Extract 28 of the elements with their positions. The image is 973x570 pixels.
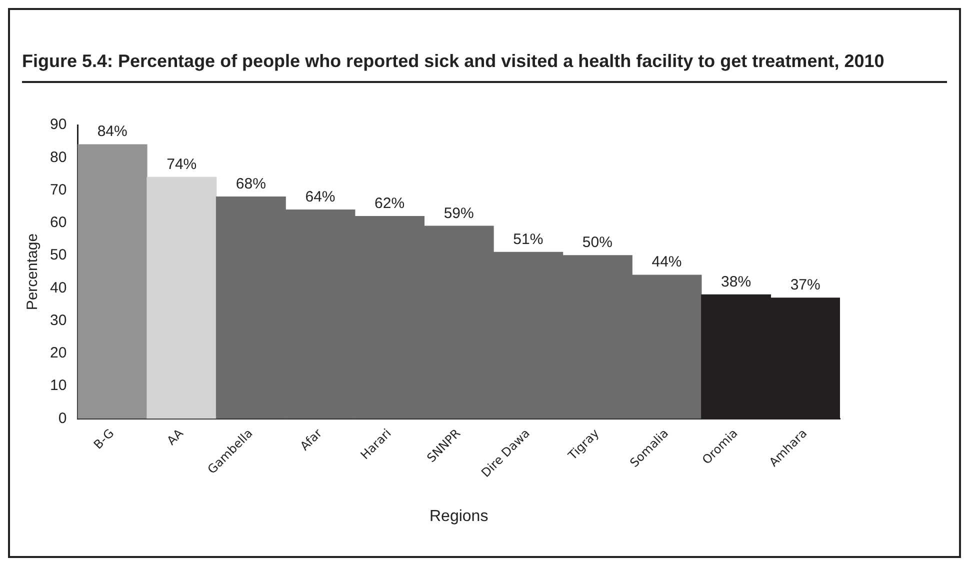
bar (78, 144, 148, 419)
x-axis-title: Regions (429, 508, 488, 525)
y-tick-label: 90 (50, 116, 67, 134)
y-tick-label: 0 (58, 410, 67, 427)
y-axis-title: Percentage (24, 233, 42, 310)
data-label: 38% (721, 273, 752, 290)
y-tick-label: 10 (50, 377, 67, 394)
y-tick-label: 50 (50, 246, 67, 264)
y-tick-label: 40 (50, 279, 67, 296)
data-label: 68% (236, 175, 266, 192)
y-tick-label: 60 (50, 214, 67, 232)
data-label: 62% (374, 194, 405, 212)
data-label: 37% (790, 276, 820, 294)
y-tick-label: 20 (50, 344, 67, 362)
x-tick-label: AA (164, 426, 187, 448)
data-label: 64% (305, 188, 336, 206)
data-label: 44% (652, 254, 682, 271)
x-tick-label: B-G (90, 426, 117, 452)
y-tick-label: 70 (50, 181, 67, 198)
y-tick-label: 80 (50, 148, 67, 166)
chart-title: Figure 5.4: Percentage of people who reported sick and visited a health facility to get treatment, 2010 (21, 50, 886, 73)
data-label: 59% (444, 204, 474, 222)
y-tick-label: 30 (50, 312, 67, 329)
bar (146, 176, 217, 419)
data-label: 84% (97, 123, 128, 140)
data-label: 50% (582, 234, 612, 252)
data-label: 74% (166, 156, 197, 173)
data-label: 51% (513, 230, 544, 248)
